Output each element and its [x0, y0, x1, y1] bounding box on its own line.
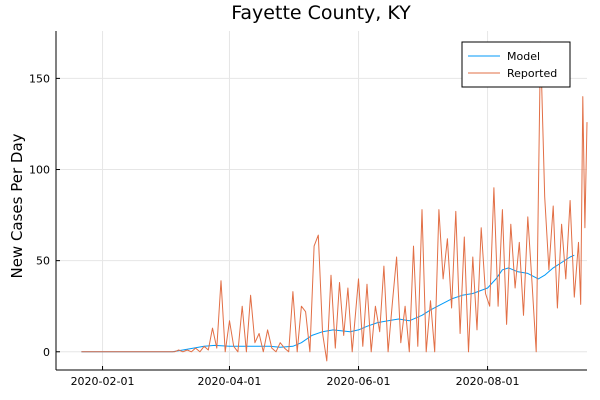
legend-label-model: Model: [507, 50, 540, 63]
x-tick-label: 2020-02-01: [71, 375, 135, 388]
series-line-reported: [81, 41, 588, 362]
legend-label-reported: Reported: [507, 67, 557, 80]
y-axis-label: New Cases Per Day: [8, 133, 26, 278]
y-tick-label: 100: [29, 164, 50, 177]
legend: Model Reported: [461, 41, 571, 88]
y-tick-label: 150: [29, 72, 50, 85]
y-tick-label: 0: [43, 346, 50, 359]
series-line-model: [81, 254, 575, 353]
x-tick-label: 2020-04-01: [198, 375, 262, 388]
x-tick-label: 2020-06-01: [327, 375, 391, 388]
legend-box: [461, 41, 571, 88]
x-tick-label: 2020-08-01: [456, 375, 520, 388]
series-layer: [81, 41, 588, 362]
axis-layer: 2020-02-01 2020-04-01 2020-06-01 2020-08-01…: [29, 31, 587, 388]
y-tick-label: 50: [36, 255, 50, 268]
chart-title: Fayette County, KY: [231, 2, 411, 24]
